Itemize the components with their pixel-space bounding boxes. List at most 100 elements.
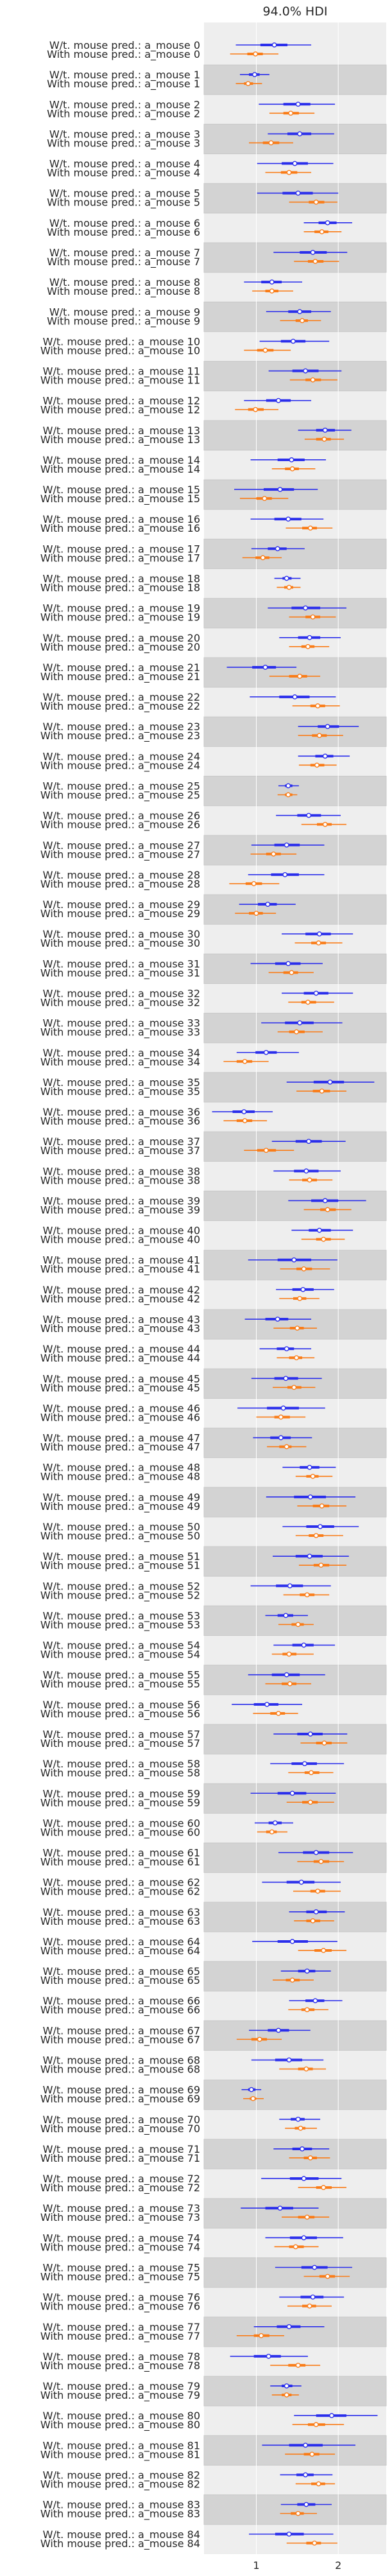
y-label-with-28: With mouse pred.: a_mouse 28 <box>40 878 200 891</box>
y-label-wt-58: W/t. mouse pred.: a_mouse 58 <box>43 1758 200 1771</box>
median-marker <box>319 229 325 234</box>
median-marker <box>307 1554 312 1559</box>
median-marker <box>245 81 251 87</box>
median-marker <box>262 496 268 501</box>
median-marker <box>266 2354 271 2359</box>
chart-title: 94.0% HDI <box>263 4 328 19</box>
y-label-with-25: With mouse pred.: a_mouse 25 <box>40 789 200 802</box>
median-marker <box>284 1444 289 1450</box>
median-marker <box>242 1058 248 1064</box>
median-marker <box>278 1414 284 1420</box>
interval-wt-58 <box>270 1761 345 1767</box>
y-label-with-53: With mouse pred.: a_mouse 53 <box>40 1618 200 1631</box>
median-marker <box>301 2235 307 2241</box>
median-marker <box>283 1376 289 1381</box>
median-marker <box>289 1791 295 1796</box>
row-band-shaded <box>203 1013 387 1044</box>
y-label-wt-44: W/t. mouse pred.: a_mouse 44 <box>43 1343 200 1356</box>
y-label-with-51: With mouse pred.: a_mouse 51 <box>40 1559 200 1572</box>
median-marker <box>316 931 322 937</box>
median-marker <box>313 1909 319 1914</box>
y-label-wt-68: W/t. mouse pred.: a_mouse 68 <box>43 2055 200 2067</box>
interval-with-73 <box>282 2214 330 2220</box>
interval-wt-15 <box>234 487 318 492</box>
median-marker <box>297 131 303 137</box>
median-marker <box>286 2531 292 2537</box>
y-label-with-6: With mouse pred.: a_mouse 6 <box>47 226 200 239</box>
row-bands <box>203 22 387 2554</box>
median-marker <box>284 842 289 848</box>
median-marker <box>301 1642 307 1648</box>
interval-with-7 <box>294 259 339 264</box>
interval-with-51 <box>298 1563 346 1568</box>
y-label-wt-39: W/t. mouse pred.: a_mouse 39 <box>43 1195 200 1207</box>
x-tick-label-2: 2 <box>335 2559 341 2572</box>
median-marker <box>268 140 274 146</box>
row-band-shaded <box>203 301 387 332</box>
median-marker <box>312 1998 318 2004</box>
median-marker <box>325 724 330 730</box>
y-label-wt-52: W/t. mouse pred.: a_mouse 52 <box>43 1580 200 1593</box>
y-label-with-8: With mouse pred.: a_mouse 8 <box>47 285 200 298</box>
y-label-wt-61: W/t. mouse pred.: a_mouse 61 <box>43 1847 200 1860</box>
interval-with-34 <box>223 1058 269 1064</box>
y-label-with-63: With mouse pred.: a_mouse 63 <box>40 1915 200 1928</box>
y-label-with-35: With mouse pred.: a_mouse 35 <box>40 1085 200 1098</box>
row-band-shaded <box>203 2080 387 2110</box>
y-label-wt-80: W/t. mouse pred.: a_mouse 80 <box>43 2410 200 2423</box>
interval-wt-70 <box>279 2116 321 2122</box>
row-band-shaded <box>203 598 387 629</box>
interval-wt-8 <box>244 279 303 285</box>
y-label-wt-29: W/t. mouse pred.: a_mouse 29 <box>43 898 200 911</box>
median-marker <box>295 101 301 107</box>
row-band-shaded <box>203 776 387 807</box>
interval-with-19 <box>289 614 336 620</box>
y-label-with-44: With mouse pred.: a_mouse 44 <box>40 1352 200 1365</box>
y-label-with-60: With mouse pred.: a_mouse 60 <box>40 1826 200 1839</box>
median-marker <box>314 762 320 768</box>
median-marker <box>295 190 301 196</box>
gridlines <box>256 22 339 2554</box>
interval-with-79 <box>271 2392 299 2397</box>
median-marker <box>304 1592 310 1598</box>
y-label-with-54: With mouse pred.: a_mouse 54 <box>40 1649 200 1661</box>
interval-with-63 <box>294 1918 334 1923</box>
y-label-with-80: With mouse pred.: a_mouse 80 <box>40 2419 200 2431</box>
interval-wt-0 <box>235 42 312 48</box>
y-label-with-19: With mouse pred.: a_mouse 19 <box>40 611 200 624</box>
median-marker <box>304 2214 310 2220</box>
median-marker <box>312 2265 318 2270</box>
interval-with-3 <box>249 140 293 146</box>
y-label-wt-57: W/t. mouse pred.: a_mouse 57 <box>43 1728 200 1741</box>
y-label-wt-62: W/t. mouse pred.: a_mouse 62 <box>43 1877 200 1889</box>
interval-wt-43 <box>244 1317 312 1322</box>
y-label-wt-78: W/t. mouse pred.: a_mouse 78 <box>43 2351 200 2363</box>
y-label-wt-0: W/t. mouse pred.: a_mouse 0 <box>49 39 200 52</box>
y-label-with-9: With mouse pred.: a_mouse 9 <box>47 315 200 328</box>
interval-wt-49 <box>266 1494 356 1500</box>
median-marker <box>295 2363 301 2368</box>
median-marker <box>303 2472 309 2478</box>
median-marker <box>309 1770 314 1776</box>
median-marker <box>272 1820 278 1826</box>
median-marker <box>310 377 316 383</box>
y-label-with-38: With mouse pred.: a_mouse 38 <box>40 1174 200 1187</box>
median-marker <box>303 2066 309 2072</box>
row-band-shaded <box>203 1961 387 1992</box>
median-marker <box>312 259 318 264</box>
y-label-wt-49: W/t. mouse pred.: a_mouse 49 <box>43 1491 200 1504</box>
interval-with-17 <box>242 555 282 561</box>
y-label-wt-24: W/t. mouse pred.: a_mouse 24 <box>43 750 200 763</box>
interval-with-80 <box>292 2422 345 2428</box>
interval-wt-45 <box>251 1376 322 1381</box>
y-label-with-5: With mouse pred.: a_mouse 5 <box>47 197 200 209</box>
y-label-with-24: With mouse pred.: a_mouse 24 <box>40 759 200 772</box>
y-label-wt-55: W/t. mouse pred.: a_mouse 55 <box>43 1669 200 1682</box>
interval-wt-22 <box>250 694 336 699</box>
interval-wt-36 <box>212 1109 273 1114</box>
row-band-shaded <box>203 835 387 866</box>
interval-with-37 <box>244 1148 294 1153</box>
interval-wt-40 <box>291 1227 354 1233</box>
y-label-with-16: With mouse pred.: a_mouse 16 <box>40 522 200 535</box>
y-label-with-18: With mouse pred.: a_mouse 18 <box>40 582 200 595</box>
